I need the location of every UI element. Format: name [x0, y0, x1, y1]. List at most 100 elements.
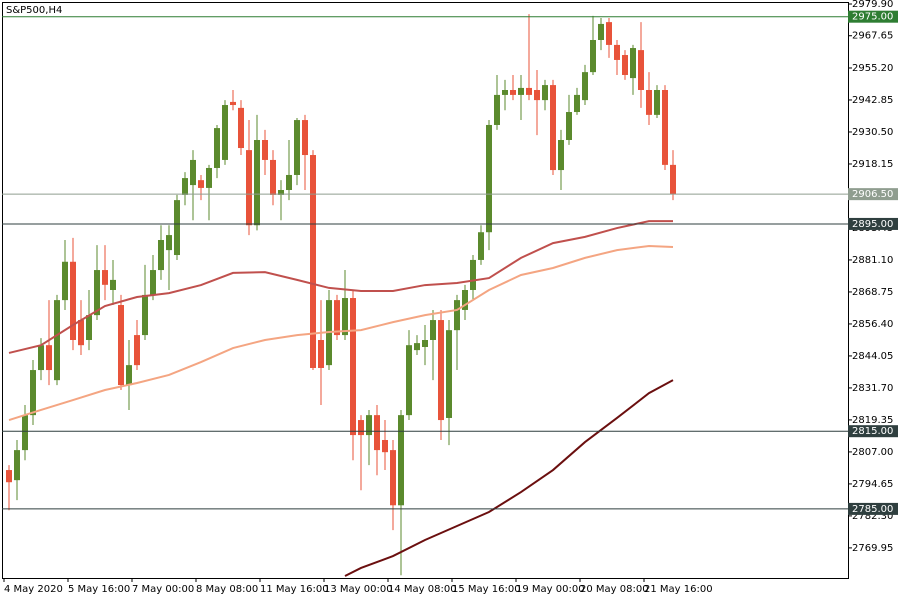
candle-body	[478, 232, 484, 260]
candle-body	[278, 190, 284, 195]
candle-body	[598, 23, 604, 41]
candle-body	[46, 345, 52, 371]
candle-body	[390, 450, 396, 506]
candle-body	[94, 270, 100, 316]
y-tick-label: 2930.50	[852, 127, 893, 138]
candle-body	[550, 85, 556, 171]
candle-body	[86, 315, 92, 340]
plot-frame	[2, 2, 849, 579]
candle-body	[54, 300, 60, 381]
candle-body	[350, 298, 356, 436]
candle-body	[30, 370, 36, 416]
candle-body	[406, 345, 412, 416]
moving-average	[8, 244, 674, 422]
y-tick-label: 2967.65	[852, 31, 893, 42]
candle-body	[582, 72, 588, 101]
y-tick-label: 2831.70	[852, 383, 893, 394]
candle-body	[230, 101, 236, 106]
candle-body	[142, 294, 148, 336]
candle-body	[198, 180, 204, 188]
x-tick-label: 4 May 2020	[4, 584, 63, 595]
x-tick-label: 13 May 00:00	[324, 584, 393, 595]
candle-body	[14, 450, 20, 481]
x-tick-label: 21 May 16:00	[644, 584, 713, 595]
candle-body	[526, 87, 532, 95]
candle-body	[294, 120, 300, 175]
candle-body	[310, 155, 316, 368]
level-box	[848, 502, 898, 515]
level-box	[848, 10, 898, 23]
level-label: 2906.50	[852, 189, 893, 200]
candle-body	[566, 112, 572, 141]
candle-body	[470, 259, 476, 290]
candle-body	[430, 320, 436, 340]
candle-body	[574, 94, 580, 113]
candle-body	[366, 415, 372, 436]
candle-body	[62, 261, 68, 301]
candle-body	[542, 85, 548, 101]
candle-body	[174, 200, 180, 256]
candle-body	[534, 90, 540, 101]
moving-average	[344, 379, 674, 577]
candle-body	[318, 339, 324, 368]
x-tick-label: 7 May 00:00	[132, 584, 194, 595]
candle-body	[662, 90, 668, 165]
y-tick-label: 2844.05	[852, 351, 893, 362]
candle-body	[590, 40, 596, 73]
candle-body	[398, 415, 404, 506]
y-tick-label: 2782.30	[852, 511, 893, 522]
candle-body	[646, 90, 652, 115]
candle-body	[558, 140, 564, 171]
chart-title: S&P500,H4	[6, 5, 62, 16]
candle-body	[334, 300, 340, 336]
candle-body	[462, 290, 468, 310]
level-label: 2975.00	[852, 12, 893, 23]
candle-body	[422, 339, 428, 347]
candle-body	[382, 439, 388, 453]
level-label: 2815.00	[852, 426, 893, 437]
candle-body	[190, 159, 196, 186]
candle-body	[70, 261, 76, 340]
y-tick-label: 2856.40	[852, 319, 893, 330]
y-tick-label: 2979.90	[852, 0, 893, 10]
candle-body	[486, 124, 492, 233]
y-tick-label: 2794.65	[852, 479, 893, 490]
candle-body	[222, 105, 228, 160]
candle-body	[638, 50, 644, 91]
candle-body	[126, 365, 132, 386]
candle-body	[358, 420, 364, 436]
candle-body	[182, 178, 188, 195]
x-tick-label: 5 May 16:00	[68, 584, 130, 595]
candle-body	[38, 345, 44, 371]
x-tick-label: 14 May 08:00	[388, 584, 457, 595]
candle-body	[134, 335, 140, 366]
candle-body	[438, 320, 444, 421]
candle-body	[614, 44, 620, 60]
candle-body	[286, 174, 292, 191]
level-box	[848, 425, 898, 438]
candle-body	[630, 48, 636, 79]
candle-body	[102, 270, 108, 285]
candle-body	[654, 90, 660, 115]
candle-body	[6, 470, 12, 483]
candle-body	[502, 90, 508, 95]
level-label: 2785.00	[852, 504, 893, 515]
candle-body	[606, 22, 612, 45]
candle-body	[110, 279, 116, 290]
y-tick-label: 2819.35	[852, 415, 893, 426]
x-tick-label: 15 May 16:00	[452, 584, 521, 595]
y-tick-label: 2918.15	[852, 159, 893, 170]
level-box	[848, 188, 898, 201]
candle-body	[302, 120, 308, 156]
level-box	[848, 217, 898, 230]
candle-body	[518, 87, 524, 95]
candle-body	[118, 305, 124, 386]
candle-body	[342, 298, 348, 336]
candle-body	[510, 90, 516, 95]
candle-body	[374, 415, 380, 451]
candle-body	[238, 107, 244, 149]
y-tick-label: 2807.00	[852, 447, 893, 458]
candle-body	[454, 300, 460, 331]
candle-body	[246, 150, 252, 226]
candle-body	[414, 343, 420, 351]
